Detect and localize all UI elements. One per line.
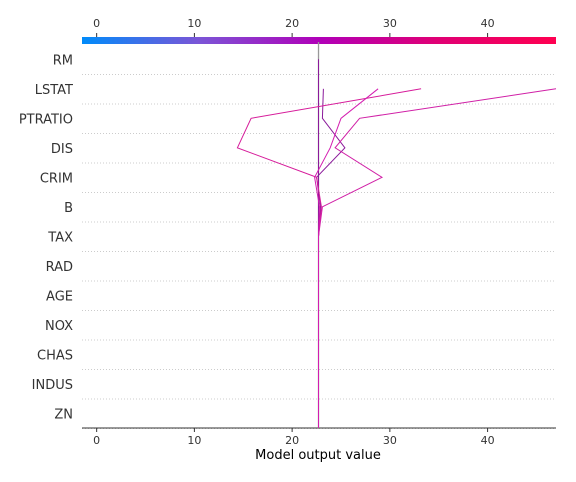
feature-label: CHAS [37, 349, 73, 364]
decision-lines [236, 59, 557, 428]
feature-label: LSTAT [35, 83, 73, 98]
feature-label: TAX [47, 231, 73, 246]
feature-label: B [64, 201, 73, 216]
x-tick-label-top: 30 [383, 17, 397, 30]
x-tick-label-bottom: 40 [481, 434, 495, 447]
feature-label: INDUS [32, 378, 73, 393]
feature-label: RAD [46, 260, 73, 275]
decision-line [318, 88, 557, 428]
feature-label: ZN [54, 408, 73, 423]
x-tick-label-top: 10 [187, 17, 201, 30]
feature-label: CRIM [40, 172, 73, 187]
x-tick-label-top: 40 [481, 17, 495, 30]
feature-label: DIS [51, 142, 73, 157]
x-tick-label-bottom: 30 [383, 434, 397, 447]
feature-label: AGE [46, 290, 73, 305]
feature-label: NOX [45, 319, 73, 334]
x-tick-label-top: 20 [285, 17, 299, 30]
x-axis-label: Model output value [255, 448, 381, 463]
x-tick-label-bottom: 20 [285, 434, 299, 447]
colorbar [82, 37, 556, 44]
decision-line [236, 88, 422, 428]
x-tick-label-bottom: 0 [93, 434, 100, 447]
x-tick-label-top: 0 [93, 17, 100, 30]
decision-line [316, 88, 346, 428]
decision-line [314, 88, 379, 428]
feature-label: PTRATIO [19, 113, 73, 128]
feature-label: RM [53, 54, 73, 69]
feature-labels: RM LSTAT PTRATIO DIS CRIM B TAX RAD AGE NOX CHAS IN… [19, 54, 73, 423]
axes: 0 0 10 10 20 20 30 30 40 40 [82, 17, 556, 447]
x-tick-label-bottom: 10 [187, 434, 201, 447]
